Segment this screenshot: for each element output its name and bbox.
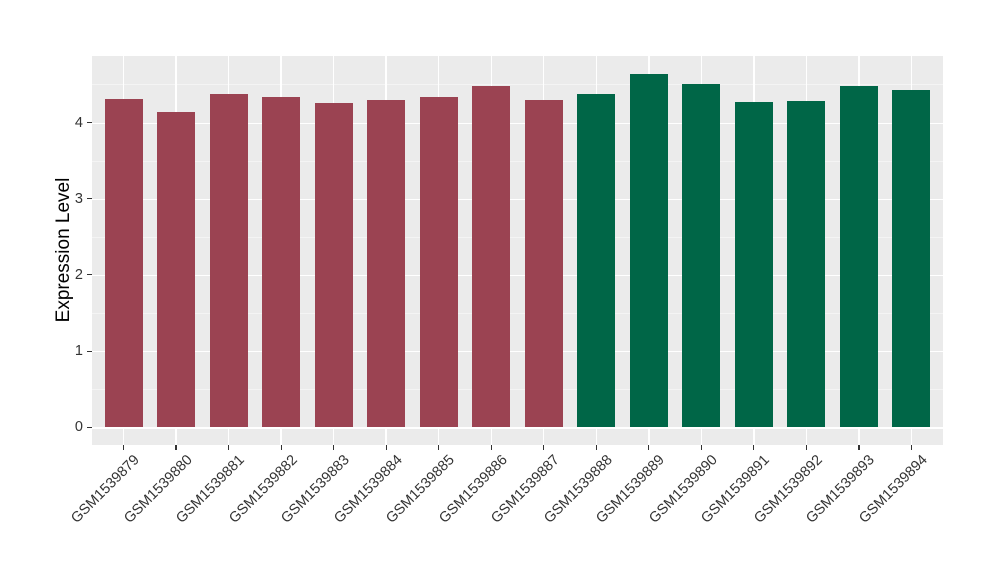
x-tick-mark (490, 445, 492, 450)
y-tick-label: 4 (74, 114, 83, 131)
bar-GSM1539888 (577, 94, 616, 428)
x-tick-mark (648, 445, 650, 450)
bar-GSM1539886 (472, 85, 511, 428)
gridline-horizontal-minor (92, 84, 943, 86)
x-tick-mark (700, 445, 702, 450)
gridline-horizontal-major (92, 122, 943, 124)
x-tick-mark (227, 445, 230, 450)
bar-GSM1539879 (104, 98, 143, 428)
bar-GSM1539883 (314, 103, 353, 428)
gridline-horizontal-minor (92, 389, 943, 390)
x-tick-mark (385, 445, 387, 450)
x-tick-mark (438, 445, 440, 450)
gridline-horizontal-major (92, 198, 943, 201)
y-tick-label: 1 (74, 343, 83, 360)
gridline-horizontal-major (92, 274, 943, 277)
bar-GSM1539892 (787, 101, 826, 428)
x-tick-mark (122, 445, 125, 450)
x-tick-mark (858, 445, 860, 450)
bar-GSM1539882 (262, 96, 301, 428)
y-tick-label: 2 (74, 266, 83, 283)
gridline-horizontal-minor (92, 160, 943, 162)
y-tick-label: 3 (74, 190, 83, 207)
gridline-horizontal-minor (92, 313, 943, 314)
bar-GSM1539890 (682, 83, 721, 428)
x-tick-mark (595, 445, 597, 450)
bar-GSM1539891 (734, 101, 773, 428)
x-tick-mark (910, 445, 913, 450)
gridline-horizontal-minor (92, 236, 943, 238)
bar-GSM1539885 (419, 97, 458, 428)
bar-GSM1539893 (839, 85, 878, 428)
bar-GSM1539889 (629, 73, 668, 428)
y-tick-mark (87, 350, 92, 352)
bar-GSM1539884 (367, 100, 406, 428)
gridline-horizontal-major (92, 427, 943, 429)
x-tick-mark (753, 445, 755, 450)
bar-GSM1539880 (157, 111, 196, 428)
bar-GSM1539881 (209, 94, 248, 428)
x-tick-mark (280, 445, 282, 450)
gridline-horizontal-major (92, 351, 943, 353)
x-tick-mark (543, 445, 545, 450)
y-tick-mark (87, 121, 92, 124)
y-tick-mark (87, 426, 92, 428)
x-tick-mark (805, 445, 807, 450)
bar-GSM1539887 (524, 99, 563, 428)
x-tick-mark (333, 445, 335, 450)
y-tick-mark (87, 198, 92, 200)
x-tick-mark (175, 445, 177, 450)
y-tick-label: 0 (74, 419, 83, 436)
bar-GSM1539894 (892, 90, 931, 428)
y-tick-mark (87, 274, 92, 276)
plot-panel (92, 56, 943, 445)
